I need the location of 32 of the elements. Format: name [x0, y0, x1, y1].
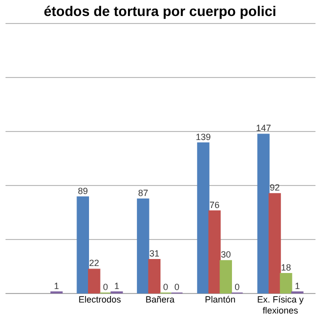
- bar: [76, 196, 90, 294]
- x-tick-label: Electrodos: [78, 294, 122, 304]
- data-label: 22: [89, 258, 100, 268]
- bar: [197, 142, 210, 294]
- data-label: 87: [138, 188, 148, 198]
- data-label: 0: [102, 282, 108, 292]
- bar: [280, 273, 292, 294]
- x-tick-label: Plantón: [204, 294, 236, 304]
- bar: [136, 198, 150, 294]
- data-label: 76: [210, 200, 220, 210]
- data-label: 18: [281, 262, 292, 273]
- bar: [88, 268, 100, 294]
- bar: [208, 210, 221, 294]
- data-label: 30: [220, 250, 231, 260]
- x-tick-label: Bañera: [145, 294, 175, 304]
- data-label: 0: [163, 282, 168, 292]
- x-tick-label: Ex. Física y flexiones: [257, 294, 304, 316]
- data-label: 92: [270, 182, 280, 193]
- data-label: 1: [54, 280, 60, 291]
- chart-title: étodos de tortura por cuerpo polici: [44, 3, 276, 19]
- data-label: 147: [256, 123, 271, 134]
- data-label: 89: [78, 186, 88, 196]
- data-label: 0: [174, 282, 180, 292]
- bar: [148, 259, 160, 294]
- data-label: 0: [234, 282, 240, 292]
- bar: [268, 193, 281, 294]
- data-label: 1: [294, 280, 300, 291]
- bar: [257, 134, 270, 294]
- data-label: 139: [196, 132, 211, 142]
- data-label: 31: [149, 248, 160, 259]
- data-label: 1: [114, 280, 120, 291]
- bar: [220, 260, 232, 294]
